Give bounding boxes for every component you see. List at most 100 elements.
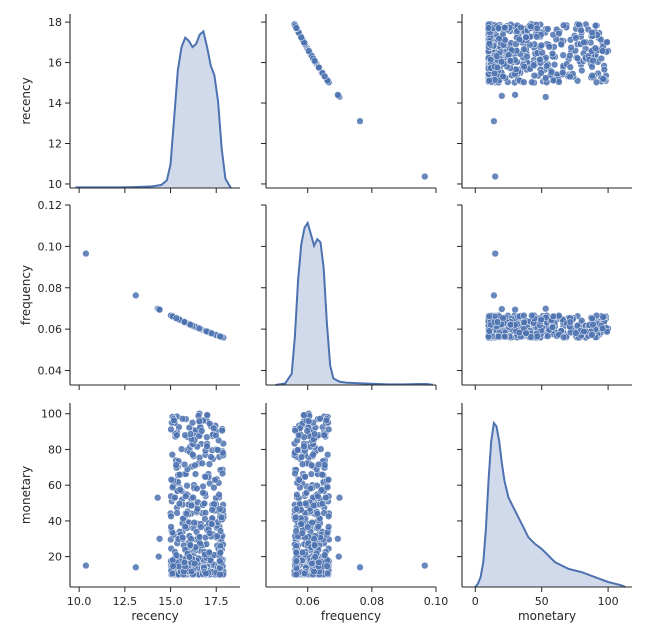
data-point	[600, 65, 608, 74]
data-point	[297, 520, 305, 528]
y-tick-label: 20	[48, 551, 62, 564]
data-point	[545, 43, 553, 51]
data-point	[298, 548, 307, 557]
data-point	[325, 425, 333, 434]
data-point	[201, 509, 210, 517]
y-tick-label: 16	[48, 57, 62, 70]
data-point	[484, 24, 493, 32]
data-point	[335, 494, 344, 502]
kde-fill-recency	[75, 31, 231, 189]
data-point	[154, 494, 162, 502]
data-point	[216, 505, 224, 513]
data-point	[528, 78, 536, 86]
data-point	[291, 469, 299, 478]
data-point	[187, 535, 195, 543]
data-point	[300, 442, 308, 450]
scatter-points	[82, 249, 228, 342]
data-point	[321, 72, 329, 81]
data-point	[588, 28, 596, 37]
x-tick-label: 0.06	[295, 595, 320, 608]
data-point	[572, 34, 580, 42]
data-point	[195, 417, 203, 425]
data-point	[132, 291, 140, 300]
y-tick-label: 80	[48, 443, 62, 456]
data-point	[322, 493, 330, 502]
y-tick-label: 60	[48, 479, 62, 492]
data-point	[175, 500, 184, 508]
data-point	[293, 491, 301, 499]
data-point	[191, 461, 199, 469]
panel-recency-vs-monetary	[457, 14, 632, 193]
data-point	[183, 482, 191, 490]
y-tick-label: 100	[41, 408, 62, 421]
data-point	[186, 321, 195, 329]
data-point	[522, 33, 530, 41]
data-point	[491, 249, 499, 258]
data-point	[295, 476, 303, 484]
data-point	[186, 541, 195, 549]
data-point	[217, 513, 226, 522]
y-tick-label: 10	[48, 178, 62, 191]
data-point	[167, 512, 175, 520]
data-point	[530, 61, 538, 69]
data-point	[167, 523, 175, 531]
data-point	[356, 117, 364, 125]
data-point	[313, 510, 322, 518]
data-point	[167, 476, 175, 484]
data-point	[301, 569, 309, 578]
data-point	[218, 469, 227, 478]
data-point	[292, 549, 300, 557]
data-point	[300, 411, 308, 419]
data-point	[559, 51, 567, 59]
data-point	[292, 570, 300, 579]
data-point	[497, 58, 506, 66]
data-point	[155, 552, 163, 561]
data-point	[548, 49, 557, 58]
y-tick-label: 12	[48, 137, 62, 150]
data-point	[421, 172, 429, 181]
data-point	[297, 33, 305, 41]
data-point	[324, 523, 333, 531]
data-point	[421, 561, 429, 570]
data-point	[544, 25, 552, 33]
data-point	[172, 461, 180, 469]
y-axis-label-monetary: monetary	[19, 466, 33, 524]
data-point	[334, 535, 342, 543]
x-tick-label: 0	[472, 595, 479, 608]
data-point	[485, 40, 493, 48]
data-point	[528, 311, 536, 320]
data-point	[491, 172, 499, 181]
data-point	[155, 306, 164, 314]
data-point	[485, 77, 493, 85]
data-point	[203, 411, 211, 419]
data-point	[291, 513, 300, 522]
data-point	[305, 417, 313, 425]
data-point	[501, 332, 509, 341]
data-point	[577, 26, 585, 34]
data-point	[494, 332, 503, 341]
data-point	[549, 76, 557, 85]
data-point	[321, 551, 329, 559]
data-point	[566, 318, 574, 326]
data-point	[520, 63, 528, 71]
data-point	[325, 512, 333, 520]
data-point	[191, 470, 200, 478]
data-point	[559, 333, 568, 341]
data-point	[298, 460, 307, 468]
data-point	[199, 489, 207, 497]
data-point	[512, 65, 520, 74]
data-point	[310, 430, 319, 438]
data-point	[544, 332, 552, 340]
data-point	[578, 66, 586, 75]
data-point	[511, 306, 519, 314]
data-point	[292, 557, 301, 565]
data-point	[314, 460, 323, 469]
panel-monetary-vs-recency: 20 40 60 80 100 10.0 12.5 15.0 17.5 monetary recen…	[19, 403, 240, 623]
data-point	[591, 44, 599, 52]
data-point	[490, 291, 498, 300]
data-point	[171, 493, 179, 502]
data-point	[572, 329, 580, 337]
data-point	[511, 91, 519, 99]
data-point	[589, 57, 597, 65]
data-point	[485, 312, 493, 320]
